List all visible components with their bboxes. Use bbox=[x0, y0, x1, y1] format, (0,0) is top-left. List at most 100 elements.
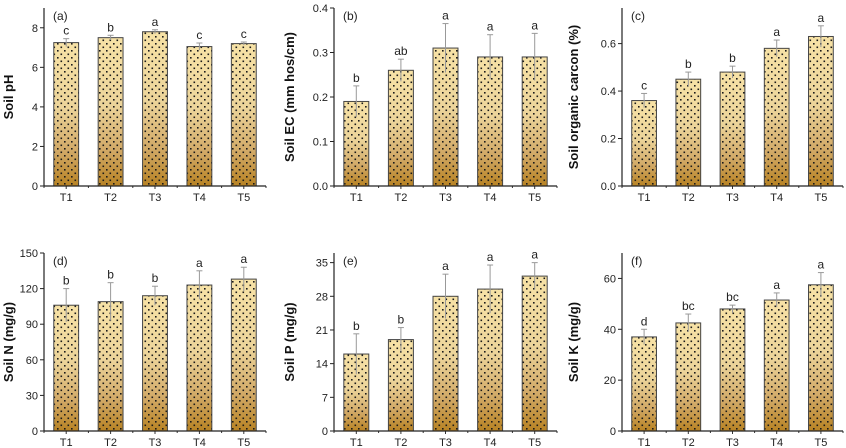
x-tick-label: T4 bbox=[484, 437, 497, 448]
y-axis-label: Soil N (mg/g) bbox=[1, 302, 16, 382]
x-tick-label: T3 bbox=[149, 192, 162, 204]
significance-label: b bbox=[729, 51, 736, 65]
y-tick-label: 150 bbox=[20, 248, 38, 260]
y-tick-label: 0.2 bbox=[313, 92, 328, 104]
bar-pattern bbox=[142, 295, 168, 432]
y-tick-label: 8 bbox=[32, 23, 38, 35]
significance-label: a bbox=[531, 248, 538, 262]
x-tick-label: T4 bbox=[484, 192, 497, 204]
x-tick-label: T2 bbox=[104, 192, 117, 204]
y-tick-label: 28 bbox=[316, 291, 328, 303]
significance-label: b bbox=[107, 20, 114, 34]
y-axis-label: Soil pH bbox=[1, 75, 16, 120]
y-tick-label: 21 bbox=[316, 325, 328, 337]
x-tick-label: T2 bbox=[104, 437, 117, 448]
significance-label: c bbox=[63, 24, 69, 38]
significance-label: a bbox=[818, 258, 825, 272]
chart-panel-a: c T1 b T2 a T3 c T4 c T5 0 2 4 6 8 (a) Soil pH bbox=[1, 8, 267, 204]
significance-label: ab bbox=[394, 44, 408, 58]
significance-label: a bbox=[487, 250, 494, 264]
x-tick-label: T2 bbox=[682, 437, 695, 448]
significance-label: a bbox=[442, 259, 449, 273]
bar-pattern bbox=[631, 100, 657, 187]
x-tick-label: T4 bbox=[193, 437, 206, 448]
significance-label: b bbox=[398, 313, 405, 327]
y-tick-label: 0.3 bbox=[313, 48, 328, 60]
bar-pattern bbox=[675, 78, 702, 187]
significance-label: b bbox=[353, 71, 360, 85]
significance-label: a bbox=[818, 11, 825, 25]
significance-label: b bbox=[107, 268, 114, 282]
bar-pattern bbox=[53, 42, 80, 187]
y-tick-label: 0 bbox=[610, 426, 616, 438]
y-tick-label: 0.4 bbox=[601, 86, 616, 98]
x-tick-label: T1 bbox=[60, 437, 73, 448]
significance-label: b bbox=[685, 57, 692, 71]
x-tick-label: T2 bbox=[394, 437, 407, 448]
chart-panel-c: c T1 b T2 b T3 a T4 a T5 0.0 0.2 0.4 0.6 (c) Soil organ… bbox=[566, 8, 844, 204]
y-tick-label: 2 bbox=[32, 141, 38, 153]
bar-pattern bbox=[432, 295, 459, 432]
y-tick-label: 30 bbox=[26, 390, 38, 402]
y-tick-label: 0 bbox=[32, 426, 38, 438]
x-tick-label: T2 bbox=[682, 192, 695, 204]
y-tick-label: 0.1 bbox=[313, 137, 328, 149]
y-tick-label: 4 bbox=[32, 102, 38, 114]
x-tick-label: T3 bbox=[726, 437, 739, 448]
significance-label: b bbox=[353, 319, 360, 333]
y-tick-label: 0 bbox=[322, 426, 328, 438]
x-tick-label: T4 bbox=[770, 192, 783, 204]
bar-pattern bbox=[142, 31, 168, 187]
x-tick-label: T3 bbox=[149, 437, 162, 448]
significance-label: a bbox=[442, 9, 449, 23]
x-tick-label: T5 bbox=[528, 192, 541, 204]
x-tick-label: T2 bbox=[394, 192, 407, 204]
bar-pattern bbox=[186, 284, 213, 432]
y-tick-label: 7 bbox=[322, 392, 328, 404]
x-tick-label: T1 bbox=[638, 192, 651, 204]
bar-pattern bbox=[719, 71, 746, 187]
y-tick-label: 0.0 bbox=[313, 181, 328, 193]
significance-label: bc bbox=[726, 290, 739, 304]
x-tick-label: T1 bbox=[350, 192, 363, 204]
y-tick-label: 40 bbox=[604, 324, 616, 336]
x-tick-label: T5 bbox=[814, 192, 827, 204]
x-tick-label: T4 bbox=[770, 437, 783, 448]
significance-label: a bbox=[773, 278, 780, 292]
significance-label: a bbox=[531, 18, 538, 32]
panel-label: (d) bbox=[53, 254, 68, 268]
x-tick-label: T1 bbox=[638, 437, 651, 448]
significance-label: a bbox=[196, 256, 203, 270]
x-tick-label: T4 bbox=[193, 192, 206, 204]
panel-label: (e) bbox=[343, 254, 358, 268]
y-axis-label: Soil P (mg/g) bbox=[282, 302, 297, 381]
x-tick-label: T1 bbox=[60, 192, 73, 204]
x-tick-label: T3 bbox=[726, 192, 739, 204]
bar-pattern bbox=[719, 308, 746, 432]
y-tick-label: 0.0 bbox=[601, 181, 616, 193]
significance-label: a bbox=[240, 252, 247, 266]
bar-pattern bbox=[230, 278, 257, 432]
bar-pattern bbox=[97, 301, 124, 432]
panel-label: (a) bbox=[53, 9, 68, 23]
y-tick-label: 0.2 bbox=[601, 134, 616, 146]
x-tick-label: T5 bbox=[237, 192, 250, 204]
chart-panel-f: d T1 bc T2 bc T3 a T4 a T5 0 20 40 60 (f) Soil K (mg/g) bbox=[566, 253, 844, 448]
bar-pattern bbox=[808, 284, 834, 432]
bar-pattern bbox=[763, 47, 790, 187]
y-tick-label: 6 bbox=[32, 62, 38, 74]
bar-pattern bbox=[230, 43, 257, 187]
bar-pattern bbox=[186, 46, 213, 187]
significance-label: bc bbox=[682, 299, 695, 313]
y-tick-label: 0 bbox=[32, 181, 38, 193]
bar-pattern bbox=[53, 304, 80, 432]
y-tick-label: 20 bbox=[604, 375, 616, 387]
y-tick-label: 120 bbox=[20, 284, 38, 296]
bar-pattern bbox=[675, 322, 702, 432]
y-tick-label: 0.4 bbox=[313, 3, 328, 15]
y-tick-label: 14 bbox=[316, 359, 328, 371]
chart-panel-b: b T1 ab T2 a T3 a T4 a T5 0.0 0.1 0.2 0.3 0.4 (b) Soil E… bbox=[282, 3, 558, 204]
x-tick-label: T3 bbox=[439, 192, 452, 204]
x-tick-label: T5 bbox=[528, 437, 541, 448]
bar-pattern bbox=[387, 69, 414, 187]
